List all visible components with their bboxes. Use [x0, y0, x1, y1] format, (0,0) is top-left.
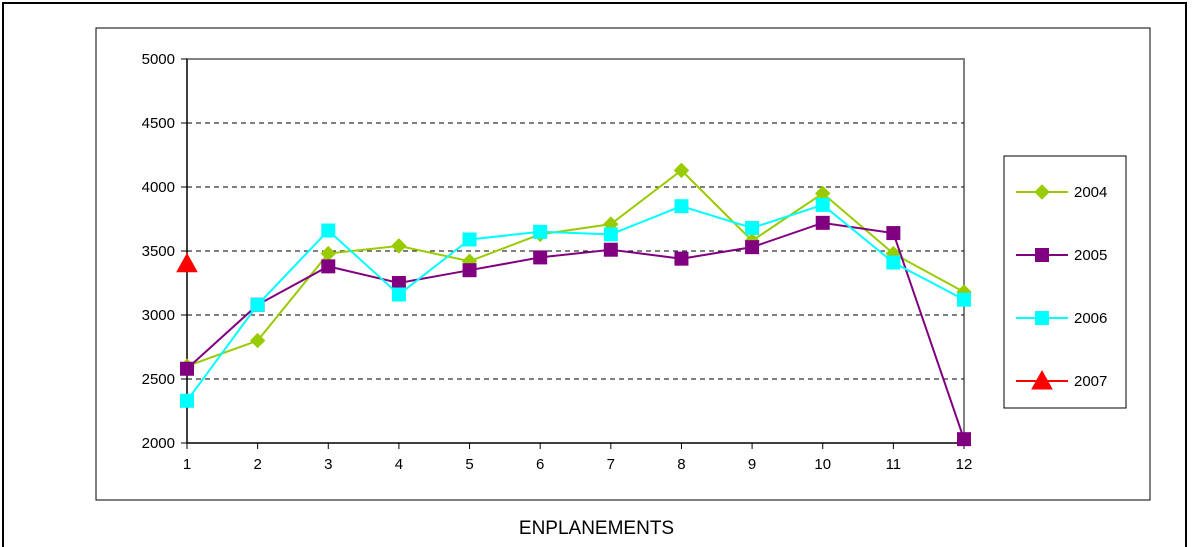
data-point-2005 — [745, 240, 760, 255]
data-point-2006 — [674, 199, 689, 214]
data-point-2006 — [815, 197, 830, 212]
data-point-2005 — [533, 250, 548, 265]
data-point-2006 — [745, 220, 760, 235]
x-tick-label: 11 — [886, 456, 902, 473]
data-point-2005 — [603, 242, 618, 257]
legend-marker-2006 — [1035, 311, 1049, 325]
legend-label-2007: 2007 — [1074, 373, 1107, 390]
y-tick-label: 2000 — [142, 435, 175, 452]
data-point-2006 — [250, 297, 265, 312]
legend-marker-2005 — [1035, 248, 1049, 262]
data-point-2007 — [176, 252, 198, 273]
data-point-2006 — [603, 227, 618, 242]
y-tick-label: 4500 — [142, 115, 175, 132]
y-tick-label: 5000 — [142, 51, 175, 68]
y-tick-label: 3000 — [142, 307, 175, 324]
data-point-2006 — [462, 232, 477, 247]
legend-marker-2004 — [1034, 184, 1050, 200]
y-tick-label: 2500 — [142, 371, 175, 388]
series-line-2005 — [186, 221, 965, 440]
x-tick-label: 1 — [183, 456, 191, 473]
x-tick-label: 10 — [814, 456, 831, 473]
legend-label-2005: 2005 — [1074, 247, 1107, 264]
data-point-2005 — [886, 226, 901, 241]
data-point-2006 — [391, 287, 406, 302]
y-tick-label: 3500 — [142, 243, 175, 260]
x-tick-label: 3 — [324, 456, 332, 473]
x-tick-label: 2 — [253, 456, 261, 473]
data-point-2005 — [957, 432, 971, 447]
data-point-2005 — [815, 215, 830, 230]
data-point-2006 — [321, 223, 336, 238]
x-tick-label: 9 — [748, 456, 756, 473]
x-tick-label: 7 — [607, 456, 615, 473]
x-tick-label: 6 — [536, 456, 544, 473]
y-tick-label: 4000 — [142, 179, 175, 196]
data-point-2005 — [674, 251, 689, 266]
data-point-2006 — [180, 393, 194, 408]
x-axis-label: ENPLANEMENTS — [518, 518, 675, 539]
data-point-2006 — [886, 255, 901, 270]
data-point-2005 — [462, 263, 477, 278]
data-point-2005 — [321, 259, 336, 274]
data-point-2006 — [533, 224, 548, 239]
x-tick-label: 5 — [465, 456, 473, 473]
data-point-2006 — [957, 292, 971, 307]
x-tick-label: 4 — [395, 456, 403, 473]
data-point-2005 — [180, 361, 194, 376]
data-point-2004 — [249, 332, 266, 349]
legend-label-2006: 2006 — [1074, 310, 1107, 327]
data-point-2004 — [673, 162, 690, 179]
series-line-2004 — [186, 169, 965, 368]
legend-marker-2007 — [1031, 369, 1053, 390]
x-tick-label: 8 — [677, 456, 685, 473]
series-line-2006 — [186, 203, 965, 402]
data-point-2004 — [391, 238, 407, 254]
legend-box — [1003, 155, 1127, 409]
x-tick-label: 12 — [956, 456, 973, 473]
legend-label-2004: 2004 — [1074, 184, 1107, 201]
